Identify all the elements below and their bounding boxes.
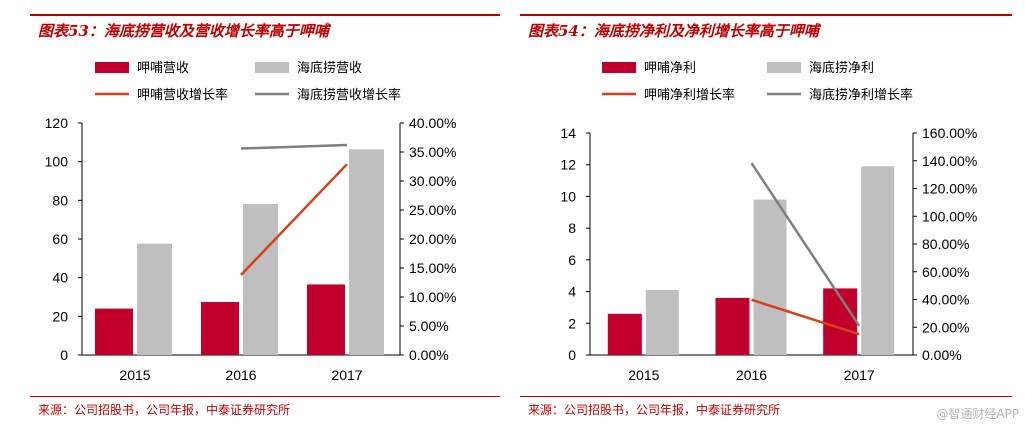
legend-label: 海底捞净利 xyxy=(809,60,874,75)
chart-panel-right: 图表54：海底捞净利及净利增长率高于呷哺 0 2 4 6 8 10 12 14 0.00% 20.… xyxy=(512,0,1025,435)
y-tick-label-left: 80 xyxy=(52,192,68,208)
legend-swatch xyxy=(255,62,289,73)
y-tick-label-right: 80.00% xyxy=(922,236,969,252)
x-tick-label: 2015 xyxy=(628,367,659,383)
legend-label: 呷哺营收增长率 xyxy=(137,87,228,102)
y-tick-label-right: 35.00% xyxy=(409,144,456,160)
line-series-1 xyxy=(751,298,860,336)
x-tick-label: 2017 xyxy=(331,367,362,383)
source-rule xyxy=(520,396,1012,397)
y-tick-label-left: 100 xyxy=(45,154,69,170)
y-tick-label-right: 15.00% xyxy=(409,260,456,276)
bar-2016-2 xyxy=(753,199,787,355)
y-tick-label-left: 40 xyxy=(52,270,68,286)
y-tick-label-right: 10.00% xyxy=(409,289,456,305)
legend-swatch xyxy=(602,62,636,73)
y-tick-label-right: 100.00% xyxy=(922,208,977,224)
bar-2015-1 xyxy=(607,313,642,355)
y-tick-label-left: 12 xyxy=(560,157,576,173)
bar-2015-2 xyxy=(645,289,679,355)
bar-2016-1 xyxy=(715,297,750,355)
y-tick-label-left: 120 xyxy=(45,115,69,131)
y-tick-label-left: 20 xyxy=(52,308,68,324)
y-tick-label-left: 6 xyxy=(568,252,576,268)
y-tick-label-right: 160.00% xyxy=(922,125,977,141)
source-rule xyxy=(30,396,500,397)
x-tick-label: 2015 xyxy=(119,367,150,383)
title-rule xyxy=(30,14,500,16)
y-tick-label-left: 0 xyxy=(60,347,68,363)
y-tick-label-right: 0.00% xyxy=(922,347,962,363)
x-tick-label: 2016 xyxy=(225,367,256,383)
y-tick-label-right: 60.00% xyxy=(922,264,969,280)
x-tick-label: 2017 xyxy=(844,367,875,383)
y-tick-label-right: 25.00% xyxy=(409,202,456,218)
y-tick-label-left: 0 xyxy=(568,347,576,363)
bar-2016-1 xyxy=(201,302,239,355)
y-tick-label-left: 10 xyxy=(560,188,576,204)
line-series-1 xyxy=(240,163,348,276)
y-tick-label-left: 2 xyxy=(568,315,576,331)
y-tick-label-right: 20.00% xyxy=(922,319,969,335)
x-tick-label: 2016 xyxy=(736,367,767,383)
bar-2017-2 xyxy=(349,149,384,355)
y-tick-label-right: 0.00% xyxy=(409,347,449,363)
y-tick-label-right: 40.00% xyxy=(409,115,456,131)
y-tick-label-left: 60 xyxy=(52,231,68,247)
y-tick-label-right: 140.00% xyxy=(922,153,977,169)
y-tick-label-right: 30.00% xyxy=(409,173,456,189)
legend-label: 呷哺净利增长率 xyxy=(644,87,735,102)
bar-2015-1 xyxy=(95,308,133,355)
legend-swatch xyxy=(767,62,801,73)
y-tick-label-left: 4 xyxy=(568,284,576,300)
source-note: 来源：公司招股书，公司年报，中泰证券研究所 xyxy=(38,403,291,417)
source-note: 来源：公司招股书，公司年报，中泰证券研究所 xyxy=(528,403,781,417)
y-tick-label-left: 8 xyxy=(568,220,576,236)
chart-left: 0 20 40 60 80 100 120 0.00% 5.00% 10.00% 15.00% 20.… xyxy=(45,60,457,383)
line-series-2 xyxy=(750,162,861,327)
chart-right: 024681012140.00%20.00%40.00%60.00%80.00%… xyxy=(560,60,977,383)
y-tick-label-right: 120.00% xyxy=(922,181,977,197)
bar-2016-2 xyxy=(243,204,278,355)
chart-title: 图表54：海底捞净利及净利增长率高于呷哺 xyxy=(528,22,819,40)
bar-2017-1 xyxy=(307,284,345,355)
watermark: @智通财经APP xyxy=(936,407,1019,421)
y-tick-label-left: 14 xyxy=(560,125,576,141)
chart-title: 图表53：海底捞营收及营收增长率高于呷哺 xyxy=(38,22,329,40)
y-tick-label-right: 20.00% xyxy=(409,231,456,247)
legend-swatch xyxy=(95,62,129,73)
bar-2015-2 xyxy=(137,243,172,355)
bar-2017-1 xyxy=(823,288,858,355)
legend-label: 海底捞净利增长率 xyxy=(809,87,913,102)
chart-panel-left: 图表53：海底捞营收及营收增长率高于呷哺 0 20 40 60 80 100 120 0.00… xyxy=(0,0,512,435)
title-rule xyxy=(520,14,1012,16)
legend-label: 呷哺营收 xyxy=(137,60,189,75)
y-tick-label-right: 5.00% xyxy=(409,318,449,334)
legend-label: 海底捞营收增长率 xyxy=(297,87,401,102)
line-series-2 xyxy=(240,143,348,150)
bar-2017-2 xyxy=(861,166,895,355)
y-tick-label-right: 40.00% xyxy=(922,292,969,308)
legend-label: 呷哺净利 xyxy=(644,60,696,75)
legend-label: 海底捞营收 xyxy=(297,60,362,75)
